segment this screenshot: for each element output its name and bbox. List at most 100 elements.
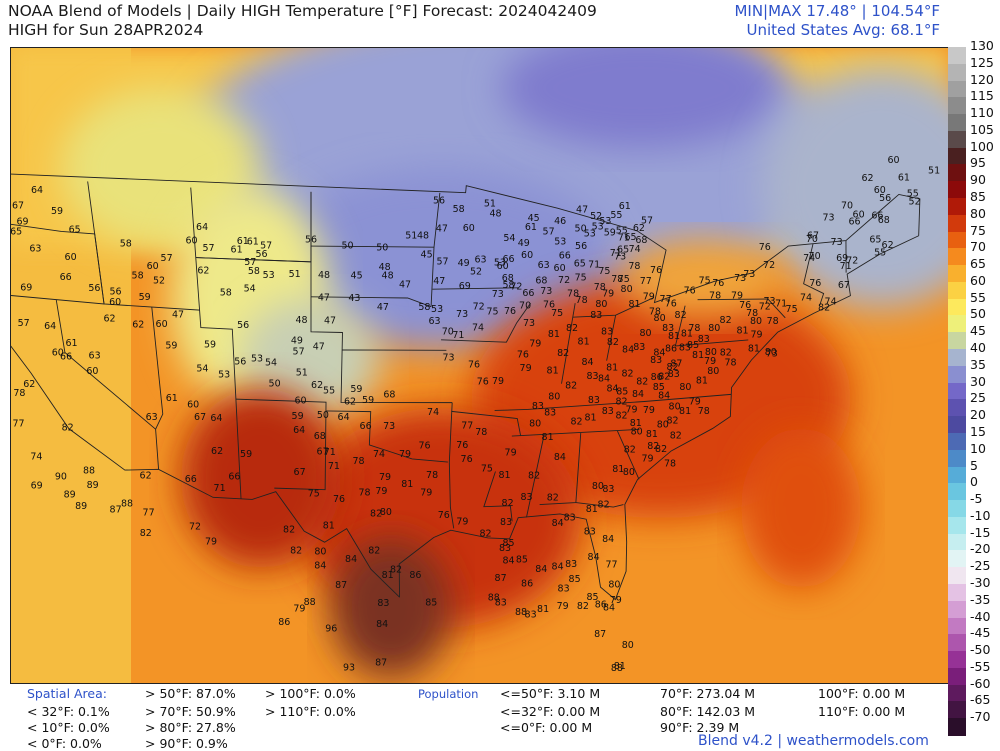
temperature-label: 69 [20,282,32,293]
temperature-label: 56 [88,283,100,294]
temperature-label: 65 [11,226,22,237]
temperature-label: 56 [234,356,246,367]
temperature-label: 83 [590,310,602,321]
temperature-label: 51 [484,198,496,209]
temperature-label: 73 [383,421,395,432]
colorbar-swatch [948,416,966,433]
temperature-label: 76 [418,440,430,451]
temperature-label: 60 [521,250,533,261]
temperature-label: 53 [251,354,263,365]
temperature-label: 51 [289,269,301,280]
spatial-lt10: < 10°F: 0.0% [27,720,110,735]
temperature-label: 96 [325,624,337,635]
colorbar-tick-label: -10 [970,510,990,522]
colorbar-swatch [948,131,966,148]
temperature-label: 56 [109,286,121,297]
temperature-label: 75 [575,272,587,283]
temperature-label: 59 [240,449,252,460]
temperature-label: 66 [848,216,860,227]
temperature-label: 52 [153,275,165,286]
title-line-2: HIGH for Sun 28APR2024 [8,21,597,40]
temperature-label: 82 [283,524,295,535]
colorbar-swatch [948,232,966,249]
colorbar-tick-label: 115 [970,90,994,102]
colorbar-swatch [948,618,966,635]
colorbar-swatch [948,467,966,484]
temperature-label: 81 [323,520,335,531]
temperature-label: 59 [51,206,63,217]
temperature-label: 59 [165,341,177,352]
temperature-label: 69 [459,281,471,292]
temperature-label: 58 [220,288,232,299]
min-max-summary: MIN|MAX 17.48° | 104.54°F United States … [734,2,940,40]
colorbar-tick-label: -70 [970,711,990,723]
temperature-label: 48 [318,270,330,281]
temperature-label: 62 [140,471,152,482]
temperature-label: 79 [456,517,468,528]
temperature-label: 86 [665,343,677,354]
temperature-label: 57 [202,243,214,254]
temperature-label: 73 [442,353,454,364]
temperature-label: 87 [375,658,387,669]
temperature-label: 50 [317,410,329,421]
spatial-gt80: > 80°F: 27.8% [145,720,236,735]
colorbar-tick-label: 0 [970,476,978,488]
spatial-gt100: > 100°F: 0.0% [265,686,356,701]
temperature-label: 54 [265,358,277,369]
temperature-label: 76 [333,494,345,505]
temperature-label: 80 [679,382,691,393]
temperature-label: 81 [537,604,549,615]
temperature-label: 82 [368,545,380,556]
temperature-label: 64 [210,413,222,424]
temperature-label: 61 [166,393,178,404]
temperature-label: 46 [554,216,566,227]
temperature-label: 62 [344,396,356,407]
temperature-label: 82 [607,337,619,348]
pop-le50: <=50°F: 3.10 M [500,686,600,701]
temperature-label: 76 [456,440,468,451]
temperature-label: 45 [351,270,363,281]
temperature-label: 63 [428,316,440,327]
colorbar-tick-label: 15 [970,426,986,438]
temperature-label: 51 [405,231,417,242]
temperature-label: 78 [426,470,438,481]
temperature-label: 56 [879,193,891,204]
temperature-label: 79 [520,363,532,374]
temperature-label: 71 [214,483,226,494]
temperature-label: 66 [60,272,72,283]
temperature-label: 85 [569,574,581,585]
temperature-label: 78 [358,488,370,499]
temperature-label: 85 [586,592,598,603]
temperature-label: 61 [65,338,77,349]
temperature-label: 84 [376,619,388,630]
temperature-label: 62 [211,446,223,457]
temperature-label: 93 [343,663,355,674]
temperature-label: 84 [598,374,610,385]
temperature-label: 79 [399,449,411,460]
colorbar-tick-label: 25 [970,392,986,404]
map-title: NOAA Blend of Models | Daily HIGH Temper… [8,2,597,40]
temperature-label: 90 [55,471,67,482]
temperature-label: 79 [420,488,432,499]
temperature-label: 80 [750,316,762,327]
temperature-label: 79 [529,339,541,350]
temperature-label: 59 [139,292,151,303]
colorbar-swatch [948,567,966,584]
temperature-label: 58 [418,302,430,313]
colorbar-tick-label: 45 [970,325,986,337]
temperature-label: 72 [759,302,771,313]
temperature-label: 84 [535,564,547,575]
colorbar-tick-label: 120 [970,74,994,86]
temperature-label: 82 [675,310,687,321]
temperature-label: 77 [640,276,652,287]
temperature-label: 60 [86,366,98,377]
temperature-label: 84 [658,390,670,401]
temperature-label: 79 [379,472,391,483]
temperature-label: 71 [328,461,340,472]
temperature-label: 61 [247,236,259,247]
temperature-label: 81 [498,470,510,481]
temperature-label: 56 [255,249,267,260]
temperature-label: 81 [630,418,642,429]
temperature-label: 78 [475,427,487,438]
temperature-label: 82 [479,528,491,539]
